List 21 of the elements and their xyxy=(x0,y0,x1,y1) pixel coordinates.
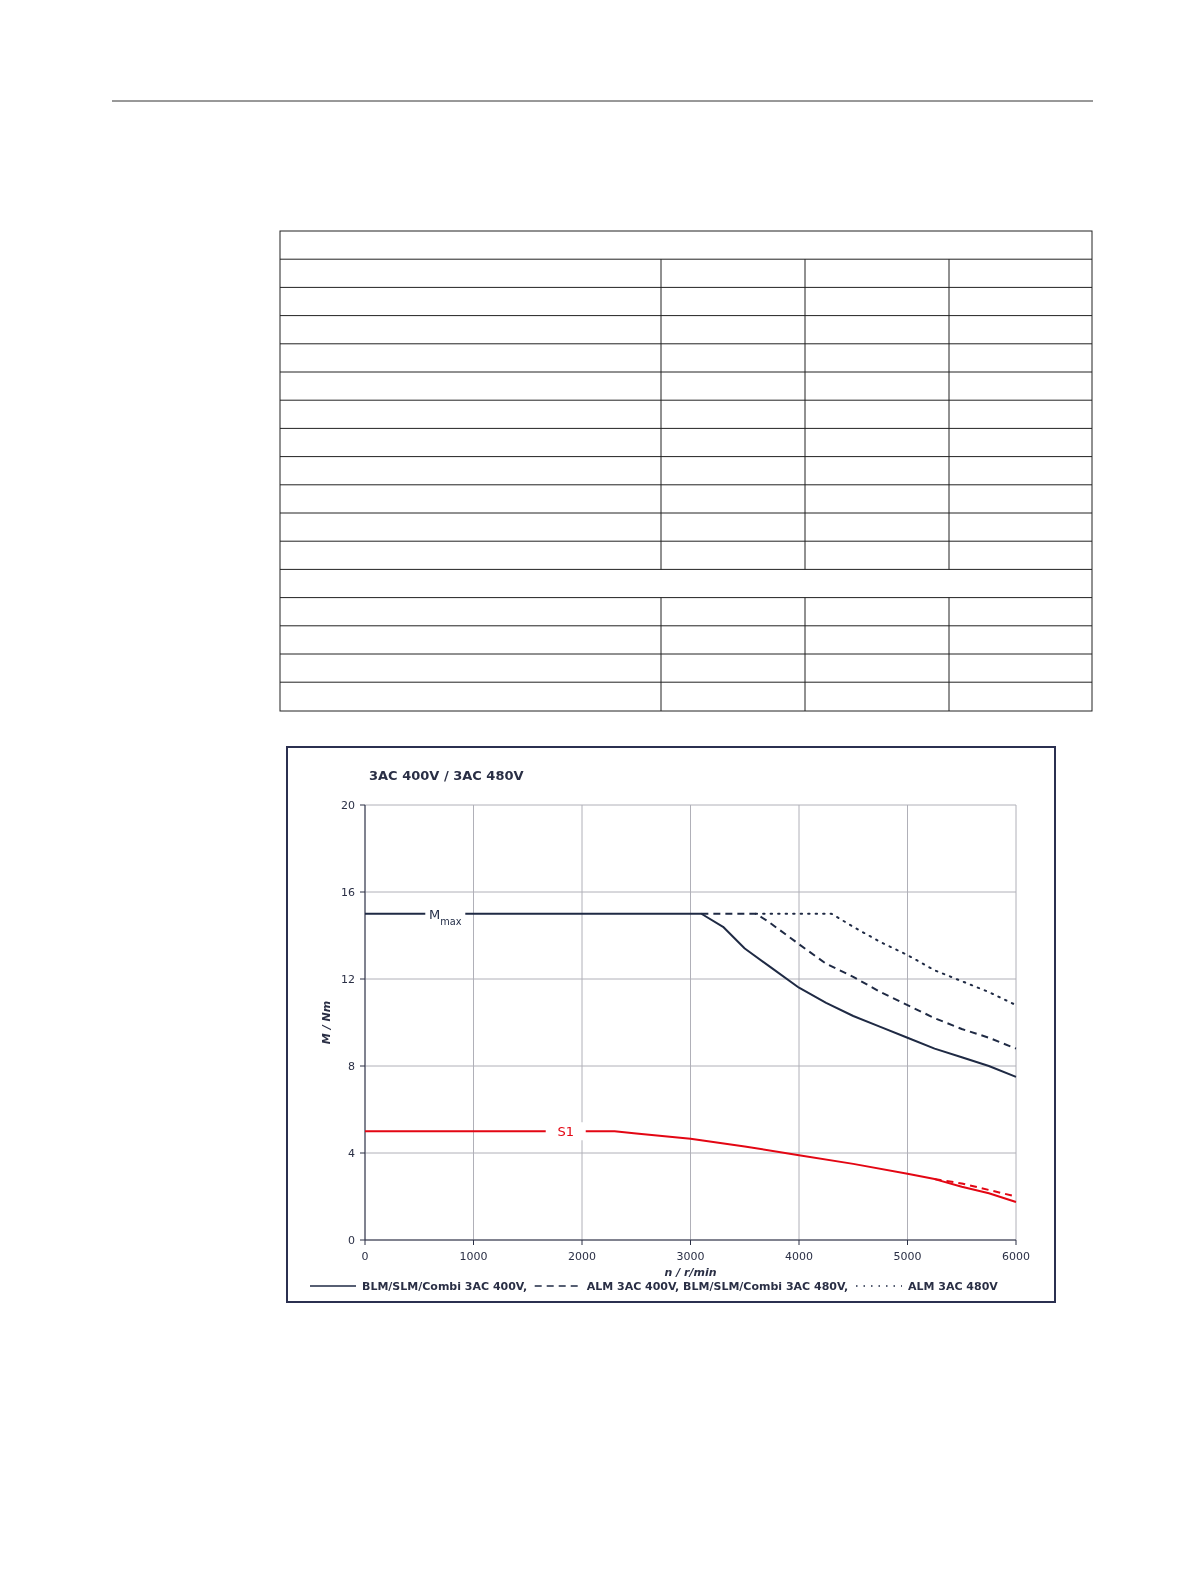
x-tick-label: 1000 xyxy=(459,1250,488,1263)
legend-label: ALM 3AC 400V, BLM/SLM/Combi 3AC 480V, xyxy=(586,1280,849,1293)
annotation: S1 xyxy=(557,1124,574,1140)
chart-title: 3AC 400V / 3AC 480V xyxy=(369,768,524,783)
x-tick-label: 5000 xyxy=(893,1250,922,1263)
x-tick-label: 2000 xyxy=(568,1250,596,1263)
legend-label: ALM 3AC 480V xyxy=(908,1280,999,1293)
y-tick-label: 0 xyxy=(348,1234,355,1247)
x-tick-label: 0 xyxy=(361,1250,369,1263)
y-tick-label: 16 xyxy=(341,886,355,899)
x-axis-title: n / r/min xyxy=(664,1266,717,1279)
x-tick-label: 4000 xyxy=(785,1250,813,1263)
x-tick-label: 3000 xyxy=(676,1250,705,1263)
legend-label: BLM/SLM/Combi 3AC 400V, xyxy=(362,1280,528,1293)
y-tick-label: 12 xyxy=(341,973,355,986)
x-tick-label: 6000 xyxy=(1002,1250,1030,1263)
y-tick-label: 8 xyxy=(348,1060,355,1073)
y-axis-title: M / Nm xyxy=(320,1000,333,1045)
y-tick-label: 20 xyxy=(341,799,355,812)
y-tick-label: 4 xyxy=(348,1147,355,1160)
annotation: M$_{max}$ xyxy=(429,906,462,927)
